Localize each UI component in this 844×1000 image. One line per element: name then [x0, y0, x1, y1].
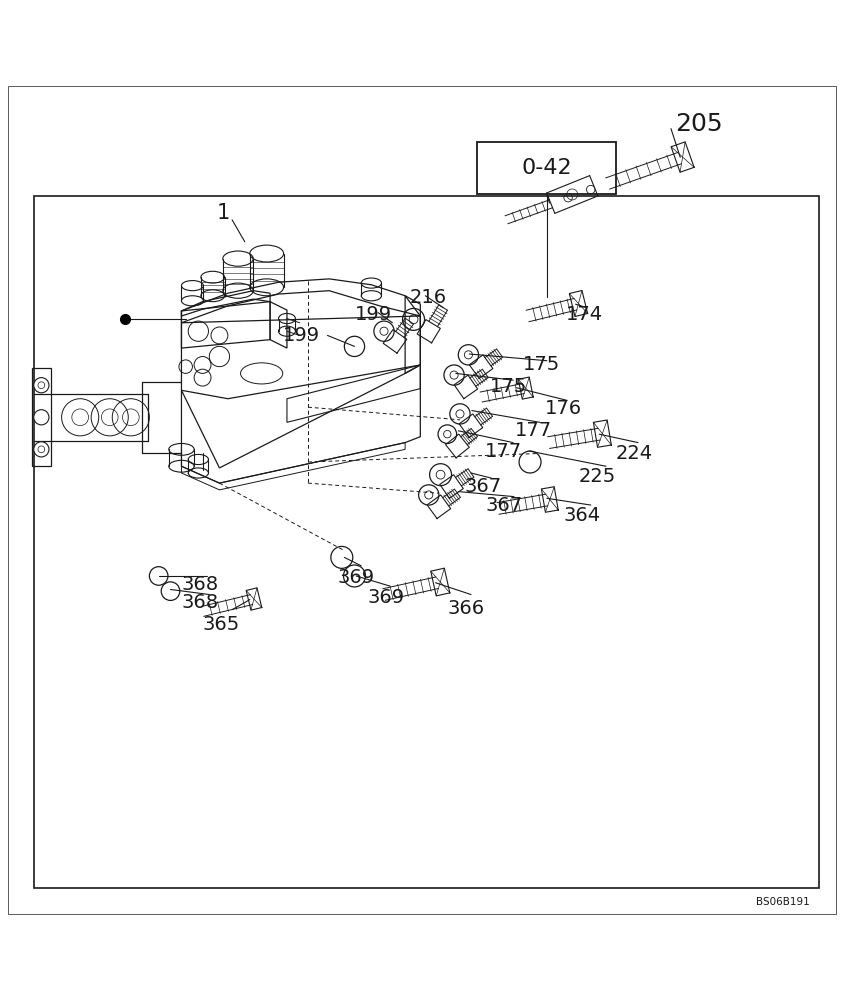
Text: 366: 366 [447, 599, 484, 618]
Text: 225: 225 [578, 467, 615, 486]
Text: 367: 367 [464, 477, 501, 496]
Bar [477, 142, 616, 194]
Text: 175: 175 [523, 355, 560, 374]
Text: 174: 174 [565, 305, 603, 324]
Text: 175: 175 [490, 377, 527, 396]
Bar [34, 196, 819, 888]
Text: 369: 369 [338, 568, 375, 587]
Circle shape [34, 442, 49, 457]
Text: 224: 224 [616, 444, 653, 463]
Text: 1: 1 [217, 203, 230, 223]
Text: 368: 368 [181, 593, 219, 612]
Text: 216: 216 [409, 288, 446, 307]
Text: BS06B191: BS06B191 [756, 897, 810, 907]
Text: 177: 177 [515, 421, 552, 440]
Text: 176: 176 [544, 399, 582, 418]
Text: 199: 199 [354, 305, 392, 324]
Text: 368: 368 [181, 575, 219, 594]
Text: 199: 199 [283, 326, 320, 345]
Circle shape [34, 410, 49, 425]
Text: 364: 364 [564, 506, 601, 525]
Text: 177: 177 [485, 442, 522, 461]
Circle shape [34, 378, 49, 393]
Text: 365: 365 [203, 615, 240, 634]
Text: 367: 367 [485, 496, 522, 515]
Text: 205: 205 [675, 112, 722, 136]
Text: 0-42: 0-42 [522, 158, 571, 178]
Text: 369: 369 [367, 588, 404, 607]
